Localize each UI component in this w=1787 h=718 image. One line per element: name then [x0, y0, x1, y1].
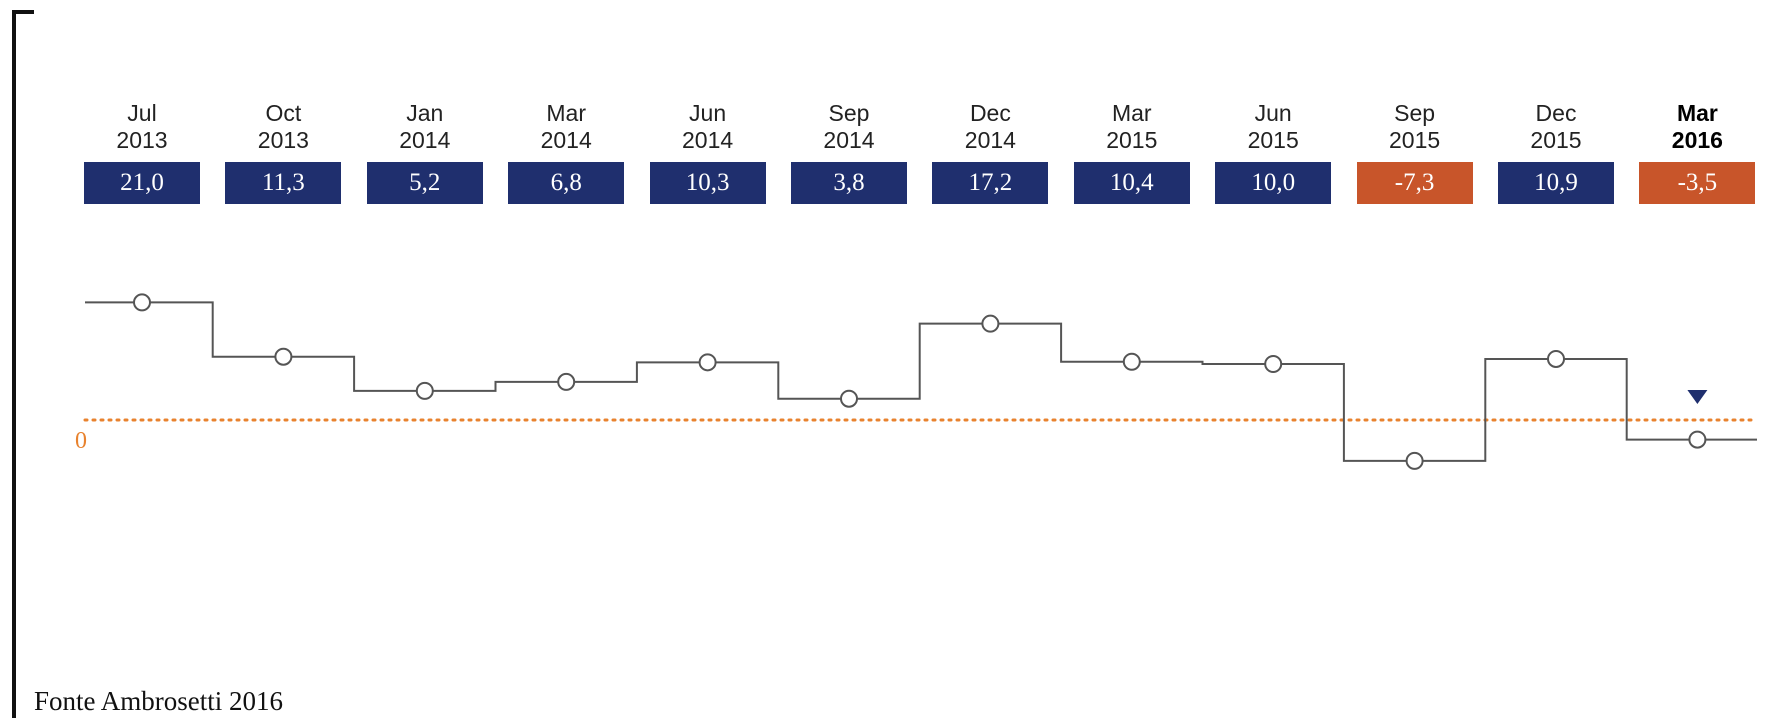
period-month: Mar — [1111, 100, 1152, 126]
data-point — [1688, 430, 1707, 449]
data-point — [1405, 451, 1424, 470]
data-point — [133, 293, 151, 312]
period-month: Jun — [1254, 100, 1292, 126]
period-month: Mar — [546, 100, 586, 126]
period-header: Jan 2014 — [365, 100, 485, 154]
frame-top-border — [12, 10, 34, 14]
period-month: Oct — [265, 100, 302, 126]
period-year: 2014 — [823, 127, 875, 153]
step-line-series — [85, 301, 1757, 462]
period-header: Oct 2013 — [223, 100, 343, 154]
period-year: 2015 — [1247, 127, 1299, 153]
period-header: Jun 2014 — [648, 100, 768, 154]
period-year: 2015 — [1389, 127, 1441, 153]
period-header: Dec 2014 — [930, 100, 1050, 154]
period-month: Mar — [1676, 100, 1718, 126]
period-year: 2014 — [682, 127, 734, 153]
zero-axis-label: 0 — [75, 428, 87, 454]
period-header: Jul 2013 — [82, 100, 202, 154]
period-month: Sep — [828, 100, 870, 126]
data-point — [1547, 349, 1565, 368]
period-year: 2014 — [964, 127, 1016, 153]
period-year: 2014 — [540, 127, 592, 153]
period-year: 2015 — [1530, 127, 1582, 153]
frame-left-border — [12, 10, 16, 718]
data-point — [274, 347, 293, 366]
source-caption: Fonte Ambrosetti 2016 — [34, 686, 283, 716]
data-point — [557, 372, 576, 391]
period-header: Sep 2015 — [1355, 100, 1475, 154]
period-header: Mar 2014 — [506, 100, 626, 154]
period-month: Jul — [127, 100, 157, 126]
value-badge: 10,0 — [1215, 162, 1332, 204]
value-badge: 6,8 — [508, 162, 625, 204]
data-point — [840, 389, 858, 408]
value-badge: 17,2 — [932, 162, 1049, 204]
current-period-marker-icon — [1687, 390, 1708, 404]
period-month: Dec — [1535, 100, 1577, 126]
data-point — [1264, 355, 1283, 373]
data-point — [698, 353, 717, 372]
value-badge: 21,0 — [84, 162, 200, 204]
period-header: Mar 2015 — [1072, 100, 1192, 154]
period-month: Sep — [1394, 100, 1436, 126]
value-badge: 5,2 — [366, 162, 483, 204]
value-badge: 11,3 — [225, 162, 342, 204]
data-point — [1122, 352, 1141, 371]
value-badge: 3,8 — [791, 162, 907, 204]
period-header: Dec 2015 — [1496, 100, 1616, 154]
period-header: Jun 2015 — [1213, 100, 1333, 154]
period-year: 2013 — [116, 127, 168, 153]
period-year: 2013 — [257, 127, 309, 153]
period-header: Sep 2014 — [789, 100, 909, 154]
period-year: 2015 — [1106, 127, 1158, 153]
period-year: 2014 — [399, 127, 451, 153]
period-month: Dec — [969, 100, 1011, 126]
data-point — [981, 314, 1000, 333]
value-badge: 10,4 — [1073, 162, 1190, 204]
period-year: 2016 — [1671, 127, 1723, 153]
period-header: Mar 2016 — [1637, 100, 1757, 154]
value-badge: -3,5 — [1639, 162, 1756, 204]
period-month: Jan — [406, 100, 444, 126]
value-badge: 10,9 — [1498, 162, 1614, 204]
value-badge: 10,3 — [649, 162, 766, 204]
value-badge: -7,3 — [1356, 162, 1473, 204]
data-point — [415, 381, 434, 400]
period-month: Jun — [689, 100, 727, 126]
